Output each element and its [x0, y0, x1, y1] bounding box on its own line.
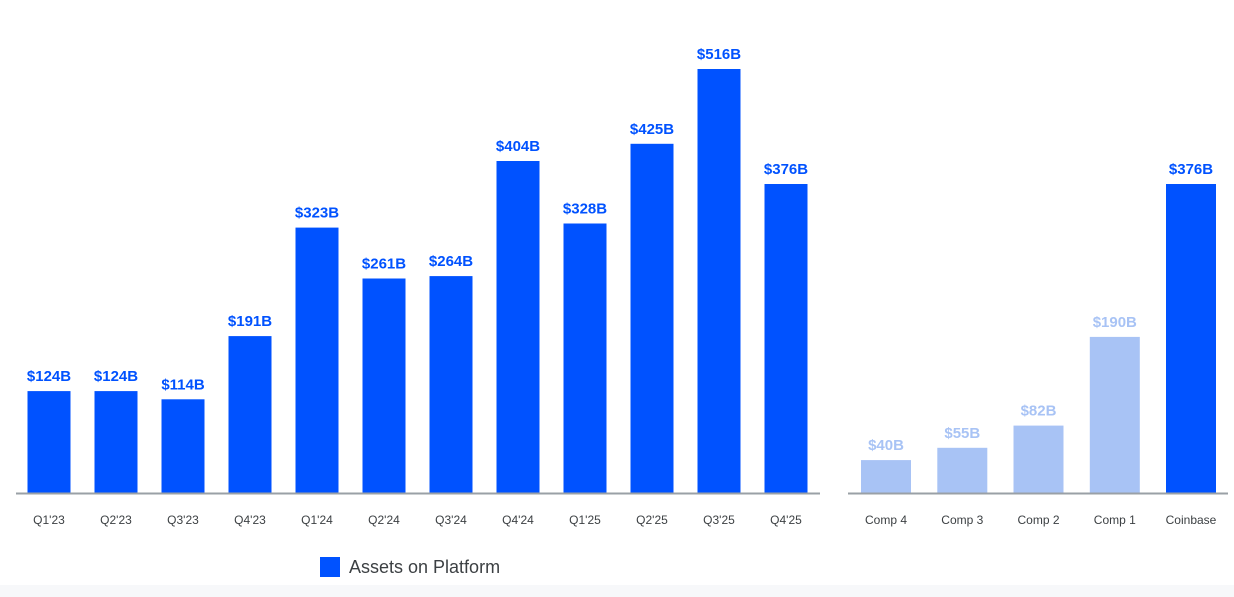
legend: Assets on Platform: [320, 556, 500, 578]
tick-label-q1-23: Q1'23: [33, 513, 65, 527]
value-label-q2-25: $425B: [630, 121, 674, 138]
bar-comp-1: [1089, 336, 1140, 493]
bar-comp-3: [937, 447, 988, 493]
value-label-q2-24: $261B: [362, 256, 406, 273]
tick-label-q1-25: Q1'25: [569, 513, 601, 527]
tick-label-q4-23: Q4'23: [234, 513, 266, 527]
tick-label-comp-2: Comp 2: [1017, 513, 1059, 527]
bar-q2-25: [630, 143, 674, 494]
tick-label-q2-23: Q2'23: [100, 513, 132, 527]
tick-label-q3-23: Q3'23: [167, 513, 199, 527]
value-label-q1-23: $124B: [27, 368, 71, 385]
tick-label-comp-3: Comp 3: [941, 513, 983, 527]
tick-label-q3-25: Q3'25: [703, 513, 735, 527]
bar-q3-25: [697, 69, 741, 493]
tick-label-coinbase: Coinbase: [1166, 513, 1217, 527]
tick-label-q2-25: Q2'25: [636, 513, 668, 527]
tick-label-q1-24: Q1'24: [301, 513, 333, 527]
bar-coinbase: [1166, 184, 1216, 493]
bar-q2-23: [94, 391, 138, 493]
value-label-comp-2: $82B: [1021, 403, 1057, 420]
value-label-q4-24: $404B: [496, 138, 540, 155]
value-label-comp-1: $190B: [1093, 314, 1137, 331]
bar-q1-23: [27, 391, 71, 493]
tick-label-comp-4: Comp 4: [865, 513, 907, 527]
bar-q1-25: [563, 223, 607, 493]
bar-q3-24: [429, 276, 473, 493]
bar-q1-24: [295, 227, 339, 493]
quarterly-assets-chart: $124B Q1'23 $124B Q2'23 $114B Q3'23 $191B Q4'23…: [16, 46, 820, 527]
value-label-q2-23: $124B: [94, 368, 138, 385]
bar-q3-23: [161, 399, 205, 493]
competitor-comparison-chart: $40B Comp 4 $55B Comp 3 $82B Comp 2 $190B Comp …: [848, 161, 1228, 527]
value-label-q4-25: $376B: [764, 161, 808, 178]
bar-q2-24: [362, 278, 406, 493]
bar-q4-23: [228, 336, 272, 493]
bar-q4-24: [496, 161, 540, 493]
value-label-coinbase: $376B: [1169, 161, 1213, 178]
tick-label-q2-24: Q2'24: [368, 513, 400, 527]
tick-label-q4-25: Q4'25: [770, 513, 802, 527]
value-label-comp-3: $55B: [944, 425, 980, 442]
legend-swatch: [320, 557, 340, 577]
value-label-q3-23: $114B: [161, 376, 205, 393]
value-label-q1-25: $328B: [563, 201, 607, 218]
tick-label-comp-1: Comp 1: [1094, 513, 1136, 527]
value-label-q1-24: $323B: [295, 205, 339, 222]
bar-comp-4: [861, 460, 911, 493]
bar-comp-2: [1013, 425, 1064, 493]
legend-label: Assets on Platform: [349, 556, 501, 577]
value-label-comp-4: $40B: [868, 437, 904, 454]
value-label-q4-23: $191B: [228, 313, 272, 330]
bar-q4-25: [764, 184, 808, 493]
value-label-q3-24: $264B: [429, 253, 473, 270]
tick-label-q3-24: Q3'24: [435, 513, 467, 527]
tick-label-q4-24: Q4'24: [502, 513, 534, 527]
value-label-q3-25: $516B: [697, 46, 741, 63]
